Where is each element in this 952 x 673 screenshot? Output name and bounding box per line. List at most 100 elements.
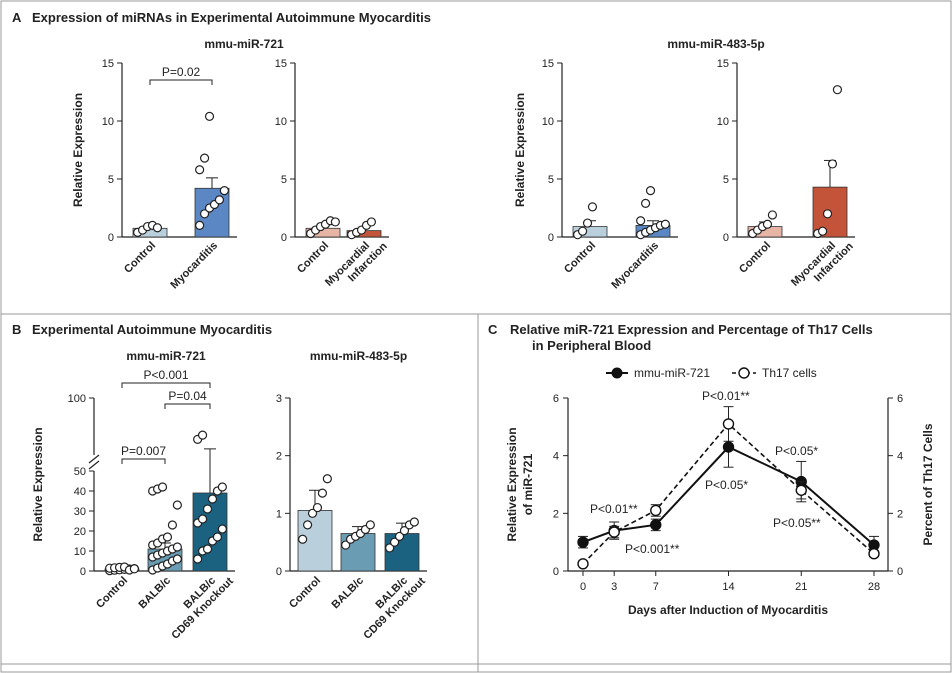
data-point: [202, 544, 213, 554]
y-tick-label: 20: [74, 526, 86, 538]
data-point: [832, 85, 843, 95]
y-tick-label: 5: [548, 174, 554, 186]
y-tick-label-left: 4: [553, 451, 559, 463]
data-point: [587, 202, 598, 212]
category-label: BALB/cCD69 Knockout: [352, 566, 428, 642]
y-tick-label-right: 2: [897, 508, 903, 520]
data-point: [217, 482, 227, 492]
data-point: [366, 217, 377, 227]
significance-bracket: [149, 79, 213, 85]
y-tick-label-right: 0: [897, 566, 903, 578]
category-label-line: Control: [287, 575, 323, 611]
data-point: [365, 520, 375, 530]
significance-bracket: [164, 403, 211, 409]
y-tick-label-left: 0: [553, 566, 559, 578]
legend-marker-open: [738, 367, 750, 379]
y-tick-label: 3: [276, 393, 282, 405]
category-label: BALB/c: [330, 575, 367, 612]
y-tick-label-right: 4: [897, 451, 903, 463]
data-point: [650, 519, 662, 531]
chart-c-line: 0 2 4 6 0 2 4 6 0 3 7 14 21 28 Days after Induction of…: [505, 366, 935, 617]
panel-a-letter: A: [12, 10, 22, 25]
y-axis-label-line2: of miR-721: [521, 454, 535, 516]
significance-label: P=0.04: [168, 389, 207, 403]
data-point: [204, 111, 215, 121]
y-tick-label: 15: [717, 58, 729, 70]
x-tick-label: 14: [722, 581, 734, 593]
legend: mmu-miR-721 Th17 cells: [606, 366, 817, 380]
category-label: Control: [737, 240, 773, 276]
data-point: [394, 531, 405, 542]
data-point: [193, 554, 203, 564]
data-point: [219, 186, 229, 196]
y-tick-label: 5: [281, 174, 287, 186]
data-point: [172, 554, 182, 564]
category-label: Control: [122, 240, 158, 276]
chart-a3-mir483-myocarditis: 0 5 10 15 Relative Expression Control Myocardi…: [513, 58, 678, 291]
y-tick-label: 15: [102, 58, 114, 70]
data-point: [199, 153, 210, 163]
legend-marker-filled: [611, 367, 623, 379]
category-label-line: Control: [122, 240, 158, 276]
p-value-annotation: P<0.05*: [705, 478, 748, 492]
chart-a1-mir721-myocarditis: 0 5 10 15 Relative Expression Control Myocardi…: [71, 58, 237, 291]
chart-title: mmu-miR-721: [126, 349, 206, 363]
y-tick-label: 1: [276, 508, 282, 520]
y-tick-label: 5: [723, 174, 729, 186]
data-point: [341, 540, 351, 550]
data-point: [822, 209, 833, 219]
category-label: MyocardialInfarction: [789, 231, 856, 298]
x-tick-label: 0: [580, 581, 586, 593]
data-point: [330, 217, 340, 227]
data-point: [722, 441, 735, 453]
y-tick-label: 5: [108, 174, 114, 186]
data-point: [868, 548, 880, 560]
category-label: Control: [562, 240, 598, 276]
panel-a-group-title-2: mmu-miR-483-5p: [667, 37, 764, 51]
y-tick-label: 40: [74, 486, 86, 498]
chart-b2-mir483: 0 1 2 3 mmu-miR-483-5p Control BALB/c BALB/cCD6…: [276, 349, 428, 642]
chart-title: mmu-miR-483-5p: [310, 349, 407, 363]
data-point: [827, 159, 838, 169]
y-tick-label-left: 6: [553, 393, 559, 405]
data-point: [389, 537, 400, 547]
y-tick-label: 10: [102, 116, 114, 128]
panel-c-letter: C: [488, 322, 498, 337]
category-label: BALB/cCD69 Knockout: [160, 566, 236, 642]
data-point: [195, 220, 205, 230]
panel-a-group-title-1: mmu-miR-721: [204, 37, 284, 51]
p-value-annotation: P<0.01**: [702, 389, 750, 403]
data-point: [157, 482, 168, 492]
data-point: [217, 524, 227, 534]
y-tick-label: 10: [275, 116, 287, 128]
data-point: [167, 520, 178, 530]
series-line-2: [582, 422, 875, 565]
axis-break-mark: [88, 460, 100, 470]
y-tick-label: 50: [74, 466, 86, 478]
category-label: Control: [295, 240, 331, 276]
data-point: [197, 514, 208, 524]
category-label-line: Control: [295, 240, 331, 276]
x-axis-label: Days after Induction of Myocarditis: [628, 603, 828, 617]
data-point: [640, 198, 651, 208]
data-point: [608, 526, 620, 538]
data-point: [762, 219, 773, 229]
category-label: Control: [287, 575, 323, 611]
p-value-annotation: P<0.01**: [590, 502, 638, 516]
y-tick-label: 30: [74, 506, 86, 518]
y-tick-label: 15: [275, 58, 287, 70]
data-point: [172, 500, 182, 510]
data-point: [152, 223, 163, 233]
data-point: [399, 526, 410, 536]
y2-axis-label: Percent of Th17 Cells: [921, 423, 935, 545]
data-point: [195, 165, 205, 175]
category-label-line: Control: [737, 240, 773, 276]
p-value-annotation: P<0.001**: [625, 542, 680, 556]
data-point: [385, 543, 395, 553]
significance-bracket: [121, 382, 211, 388]
data-point: [317, 488, 328, 498]
category-label: Myocarditis: [168, 240, 220, 292]
data-point: [817, 226, 828, 236]
category-label-line: Myocarditis: [168, 240, 220, 292]
category-label: Myocarditis: [609, 240, 661, 292]
